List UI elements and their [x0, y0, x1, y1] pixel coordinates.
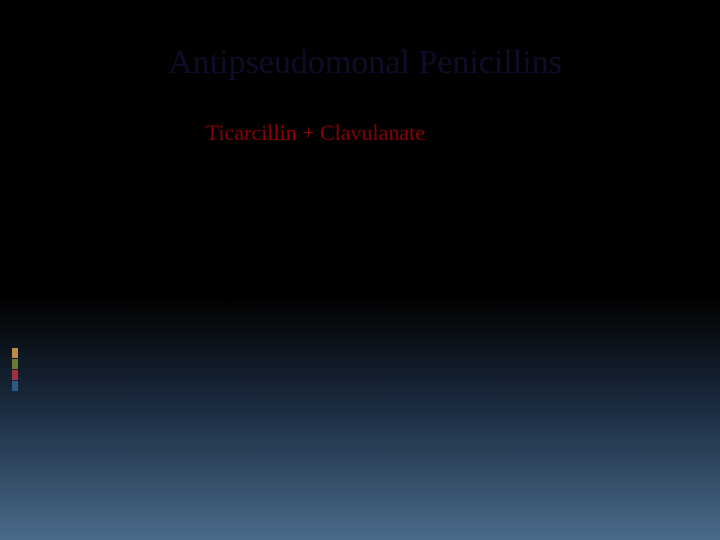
slide: Antipseudomonal Penicillins Pip. /tazo, … — [0, 0, 720, 540]
bullet-text: Less active against gram positive isolat… — [112, 276, 476, 301]
bullet-highlight: Ticarcillin + Clavulanate — [206, 120, 425, 145]
accent-bar — [12, 348, 18, 392]
list-item: Pip. /tazo, Ticarcillin + Clavulanate — [88, 118, 660, 148]
accent-seg — [12, 381, 18, 391]
bullet-text: Pip. /tazo, — [112, 120, 206, 145]
list-item: Anaerobics except β -lactamase producing… — [88, 213, 660, 272]
list-item: Less active against gram positive isolat… — [88, 274, 660, 304]
bullet-list: Pip. /tazo, Ticarcillin + Clavulanate Ps… — [70, 118, 660, 304]
accent-seg — [12, 359, 18, 369]
bullet-text: Pseudomonas species — [112, 152, 302, 177]
list-item: Pseudomonas species — [88, 150, 660, 180]
bullet-text: Many strains of Enterobacter — [112, 183, 368, 208]
list-item: Many strains of Enterobacter — [88, 181, 660, 211]
bullet-text: Anaerobics except — [112, 215, 281, 240]
beta-symbol: β — [281, 215, 292, 240]
accent-seg — [12, 370, 18, 380]
slide-title: Antipseudomonal Penicillins — [70, 44, 660, 82]
accent-seg — [12, 348, 18, 358]
